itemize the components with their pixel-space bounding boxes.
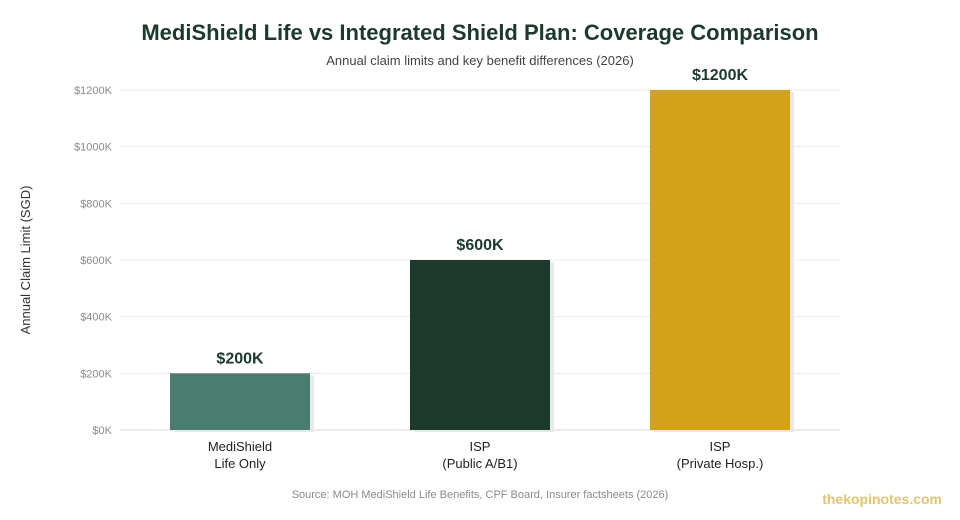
y-tick-label: $1200K (74, 85, 113, 97)
y-axis-ticks: $0K $200K $400K $600K $800K $1000K $1200K (74, 85, 113, 437)
y-axis-title: Annual Claim Limit (SGD) (18, 186, 33, 335)
bar (650, 90, 790, 430)
x-category-label: ISP (710, 439, 731, 454)
bar (170, 373, 310, 430)
y-tick-label: $600K (80, 255, 112, 267)
x-axis-categories: MediShield Life Only ISP (Public A/B1) ISP (P… (208, 439, 764, 471)
bar-value-label: $200K (216, 350, 264, 367)
chart-title: MediShield Life vs Integrated Shield Pla… (141, 20, 819, 45)
bar-value-label: $1200K (692, 67, 748, 84)
x-category-label: MediShield (208, 439, 272, 454)
y-tick-label: $400K (80, 312, 112, 324)
bar-value-label: $600K (456, 237, 504, 254)
chart-subtitle: Annual claim limits and key benefit diff… (326, 53, 634, 68)
y-tick-label: $800K (80, 198, 112, 210)
y-tick-label: $200K (80, 368, 112, 380)
x-category-label: ISP (470, 439, 491, 454)
x-category-label: (Public A/B1) (442, 456, 517, 471)
bars (170, 90, 794, 432)
x-category-label: Life Only (214, 456, 266, 471)
brand-watermark: thekopinotes.com (822, 491, 942, 507)
y-tick-label: $1000K (74, 142, 113, 154)
source-note: Source: MOH MediShield Life Benefits, CP… (291, 489, 669, 501)
bar (410, 260, 550, 430)
value-labels: $200K $600K $1200K (216, 67, 748, 367)
y-tick-label: $0K (92, 425, 112, 437)
x-category-label: (Private Hosp.) (677, 456, 764, 471)
